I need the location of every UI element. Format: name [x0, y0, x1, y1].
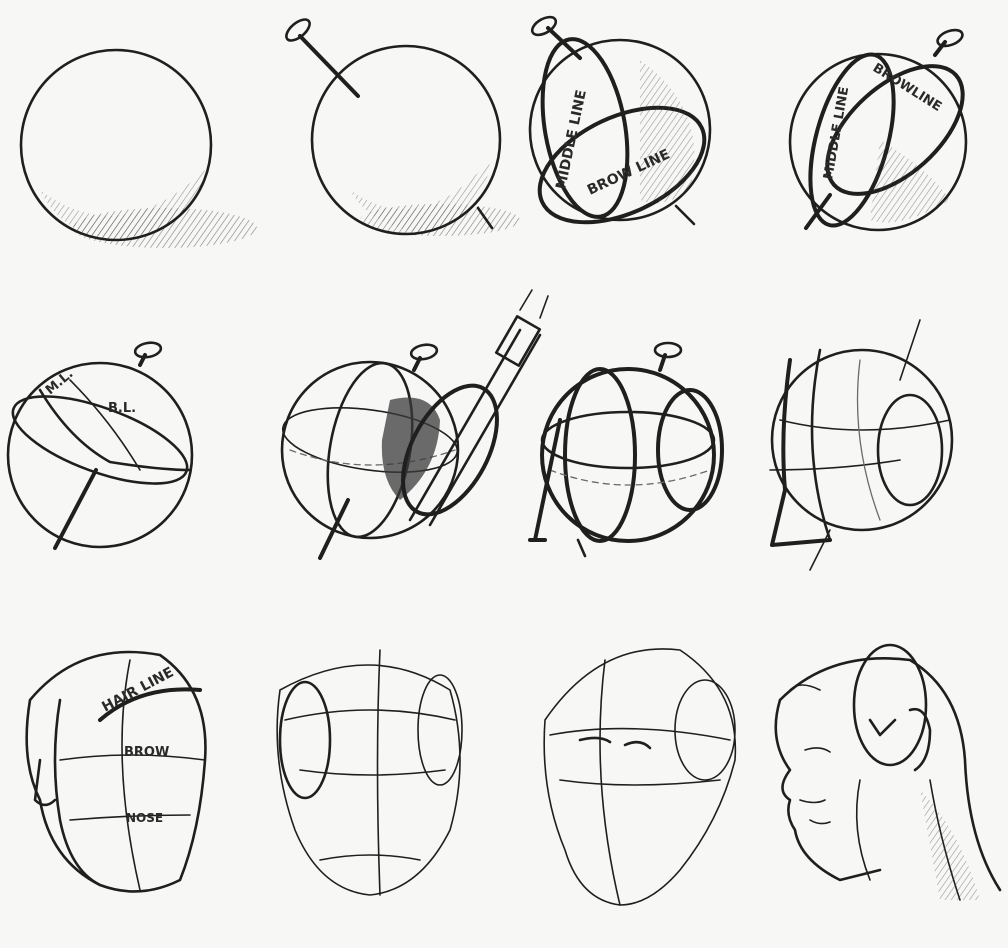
sketch-sphere-with-pin — [285, 18, 520, 236]
sketch-sphere-rotated-lines: MIDDLE LINE BROWLINE — [788, 28, 968, 232]
sketch-sphere-cut-sides — [528, 341, 724, 558]
sketch-sphere-tilted-ml-bl: M.L. B.L. — [6, 341, 194, 550]
label-browline: BROWLINE — [870, 61, 944, 115]
sketch-plain-sphere — [19, 48, 257, 248]
sketch-head-hairline-brow-nose: HAIR LINE BROW NOSE — [25, 650, 207, 893]
sketch-head-forming — [769, 319, 954, 571]
sketch-profile-head-finished — [774, 643, 1002, 901]
label-brow: BROW — [124, 745, 169, 760]
sketch-sphere-middle-brow-lines: MIDDLE LINE BROW LINE — [528, 15, 712, 226]
label-bl: B.L. — [108, 401, 136, 416]
sketch-sphere-side-plane-pencil — [280, 289, 549, 560]
label-middle-line: MIDDLE LINE — [553, 89, 590, 191]
sketch-head-front-block — [276, 649, 463, 896]
label-nose: NOSE — [126, 811, 163, 825]
sketch-head-three-quarter — [543, 648, 737, 906]
